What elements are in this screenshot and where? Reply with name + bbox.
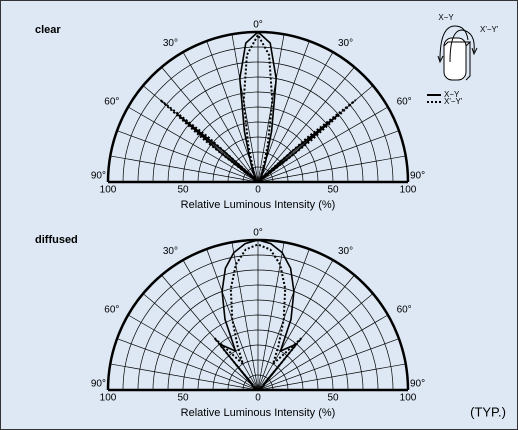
grid-radial (257, 51, 334, 183)
grid-radial (257, 130, 400, 183)
axis-label: Relative Luminous Intensity (%) (181, 199, 336, 211)
angle-tick-label: 90° (410, 379, 425, 390)
series-line (218, 239, 298, 391)
grid-radial (257, 338, 400, 391)
legend-label: X'−Y' (444, 97, 463, 106)
r-tick-label: 50 (177, 185, 189, 196)
angle-tick-label: 30° (163, 38, 178, 49)
angle-tick-label: 90° (410, 171, 425, 182)
r-tick-label: 50 (177, 393, 189, 404)
note: (TYP.) (470, 404, 506, 419)
legend-label: X−Y (444, 90, 460, 99)
angle-tick-label: 0° (253, 228, 263, 239)
r-tick-label: 100 (100, 185, 117, 196)
angle-tick-label: 60° (104, 97, 119, 108)
grid-radial (257, 34, 285, 183)
angle-tick-label: 30° (163, 246, 178, 257)
angle-tick-label: 90° (91, 171, 106, 182)
r-tick-label: 100 (100, 393, 117, 404)
angle-tick-label: 0° (253, 20, 263, 31)
series-line (159, 32, 357, 183)
grid-radial (257, 66, 355, 183)
r-tick-label: 0 (255, 393, 261, 404)
grid-radial (110, 155, 259, 183)
axis-label: Relative Luminous Intensity (%) (181, 407, 336, 419)
grid-radial (182, 51, 259, 183)
r-tick-label: 100 (400, 185, 417, 196)
grid-radial (257, 259, 334, 391)
grid-radial (116, 130, 259, 183)
grid-radial (127, 106, 259, 183)
angle-tick-label: 60° (397, 97, 412, 108)
angle-tick-label: 60° (104, 305, 119, 316)
angle-tick-label: 30° (338, 246, 353, 257)
r-tick-label: 50 (327, 185, 339, 196)
grid-radial (142, 293, 259, 391)
angle-tick-label: 90° (91, 379, 106, 390)
r-tick-label: 100 (400, 393, 417, 404)
grid-radial (116, 338, 259, 391)
angle-tick-label: 30° (338, 38, 353, 49)
grid-radial (257, 314, 389, 391)
icon-label: X'−Y' (480, 25, 499, 34)
grid-radial (257, 155, 406, 183)
icon-label: X−Y (438, 13, 454, 22)
grid-radial (127, 314, 259, 391)
led-icon (437, 25, 478, 81)
grid-radial (161, 66, 259, 183)
grid-radial (182, 259, 259, 391)
chart-title: clear (35, 24, 61, 36)
r-tick-label: 0 (255, 185, 261, 196)
angle-tick-label: 60° (397, 305, 412, 316)
grid-radial (110, 363, 259, 391)
r-tick-label: 50 (327, 393, 339, 404)
chart-title: diffused (35, 234, 78, 246)
grid-radial (257, 363, 406, 391)
grid-radial (231, 34, 259, 183)
grid-radial (257, 293, 374, 391)
grid-radial (257, 106, 389, 183)
